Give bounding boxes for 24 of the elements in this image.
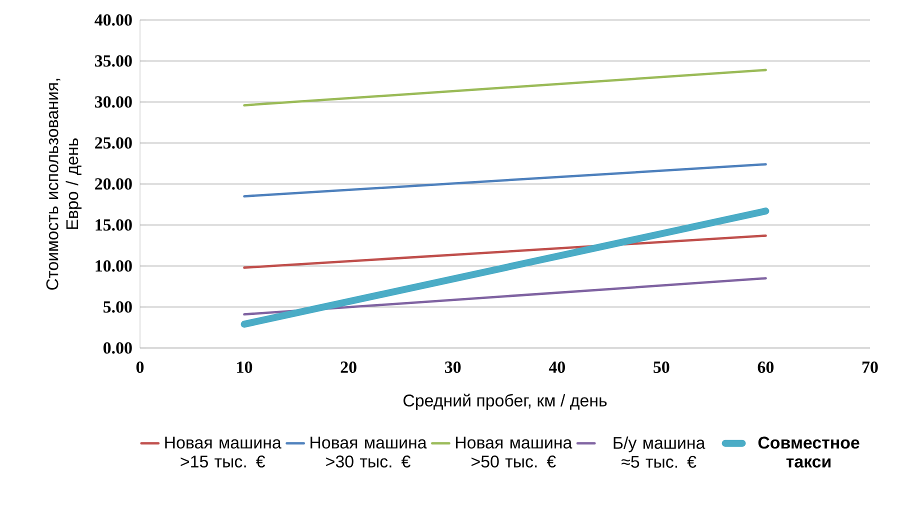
y-tick-label: 15.00 <box>96 219 132 231</box>
x-tick-label: 0 <box>136 362 144 373</box>
legend-label: Совместное такси <box>758 436 860 468</box>
y-tick-label: 20.00 <box>95 178 132 190</box>
y-tick-label: 35.00 <box>95 55 132 67</box>
legend-label: Новая машина >50 тыс. € <box>456 436 572 468</box>
legend-label: Б/у машина ≈5 тыс. € <box>614 436 706 468</box>
y-tick-label: 5.00 <box>104 301 132 313</box>
x-tick-label: 20 <box>340 362 356 373</box>
y-tick-label: 30.00 <box>95 96 132 108</box>
legend-label: Новая машина >30 тыс. € <box>310 436 427 468</box>
y-axis-title: Стоимость использования, Евро / день <box>46 78 82 290</box>
x-tick-label: 50 <box>654 362 670 373</box>
x-axis-title: Средний пробег, км / день <box>404 394 607 410</box>
x-tick-label: 70 <box>862 362 878 373</box>
y-tick-label: 40.00 <box>94 14 132 26</box>
x-tick-label: 30 <box>445 362 461 373</box>
x-tick-label: 60 <box>758 362 774 373</box>
x-tick-label: 10 <box>237 362 252 373</box>
y-tick-label: 25.00 <box>95 137 132 149</box>
y-tick-label: 10.00 <box>96 260 132 272</box>
y-tick-label: 0.00 <box>103 342 132 354</box>
x-tick-label: 40 <box>548 362 565 373</box>
legend-label: Новая машина >15 тыс. € <box>165 436 282 468</box>
